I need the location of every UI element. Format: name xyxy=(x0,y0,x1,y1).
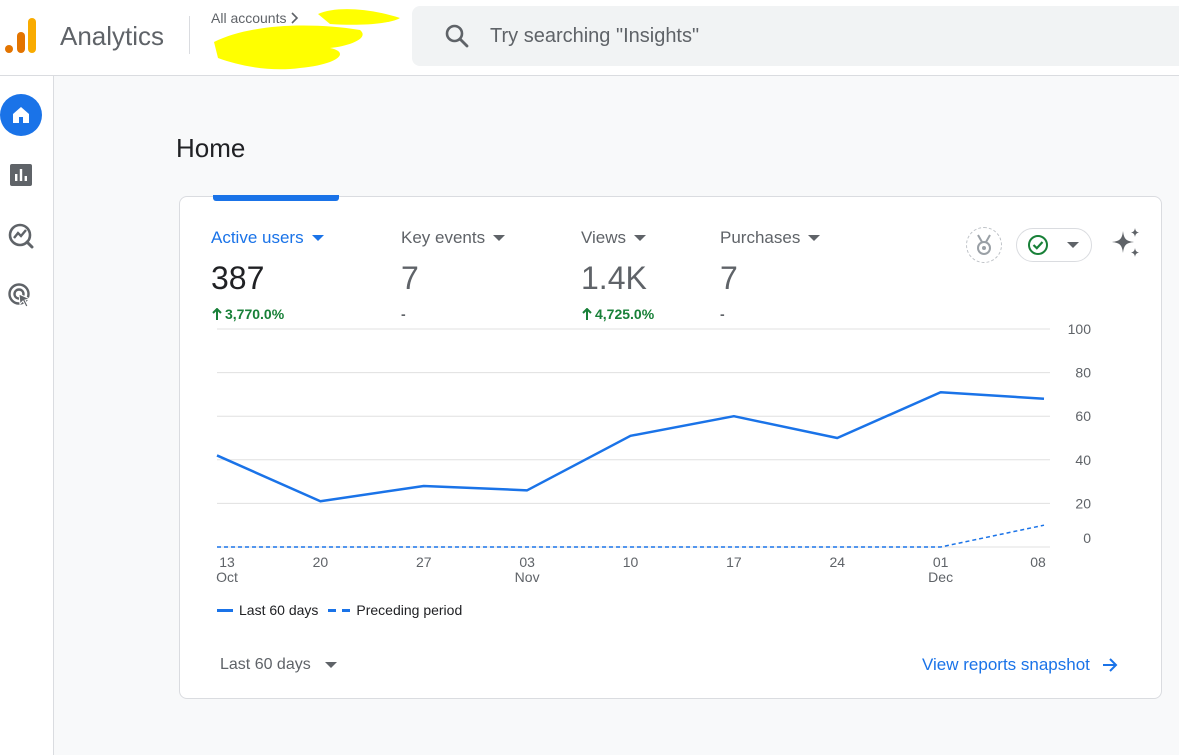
metric-label-dropdown[interactable]: Views xyxy=(581,227,654,249)
top-bar: Analytics All accounts xyxy=(0,0,1179,76)
metric-delta: - xyxy=(401,305,505,323)
x-tick-label: 20 xyxy=(313,554,329,570)
metric-value: 387 xyxy=(211,260,265,296)
metric-label: Key events xyxy=(401,228,486,247)
metric-active-users[interactable]: Active users 387 3,770.0% xyxy=(211,227,324,323)
date-range-dropdown[interactable]: Last 60 days xyxy=(220,656,337,674)
series-line-preceding-period xyxy=(217,524,1045,548)
metric-delta-text: 3,770.0% xyxy=(225,306,285,322)
reports-icon xyxy=(10,164,32,186)
metric-delta-text: - xyxy=(720,306,725,322)
sparkle-icon[interactable] xyxy=(1110,227,1142,259)
y-tick-label: 40 xyxy=(1075,452,1091,468)
metric-views[interactable]: Views 1.4K 4,725.0% xyxy=(581,227,654,323)
metric-label-dropdown[interactable]: Purchases xyxy=(720,227,821,249)
x-tick-label: 13 xyxy=(219,554,235,570)
legend-label: Last 60 days xyxy=(239,602,319,618)
data-quality-dropdown[interactable] xyxy=(1016,228,1092,262)
nav-home-highlight xyxy=(0,94,42,136)
metric-delta: - xyxy=(720,305,820,323)
metric-delta: 3,770.0% xyxy=(211,305,324,323)
x-tick-month-label: Oct xyxy=(216,569,238,585)
nav-home[interactable] xyxy=(0,94,42,136)
x-tick-label: 08 xyxy=(1030,554,1046,570)
side-nav xyxy=(0,76,54,755)
view-reports-label: View reports snapshot xyxy=(922,655,1090,674)
nav-explore[interactable] xyxy=(0,215,42,257)
caret-down-icon xyxy=(493,235,506,241)
chevron-right-icon xyxy=(291,12,299,24)
explore-icon xyxy=(8,223,34,249)
metric-value: 7 xyxy=(401,260,419,296)
metric-label-dropdown[interactable]: Active users xyxy=(211,227,324,249)
legend-item-previous: Preceding period xyxy=(328,602,462,618)
caret-down-icon xyxy=(311,235,324,241)
legend-dashed-swatch xyxy=(328,608,351,612)
metric-value: 7 xyxy=(720,260,738,296)
caret-down-icon xyxy=(1067,242,1079,248)
breadcrumb-root[interactable]: All accounts xyxy=(211,10,287,26)
x-tick-label: 17 xyxy=(726,554,742,570)
x-tick-month-label: Nov xyxy=(515,569,540,585)
date-range-label: Last 60 days xyxy=(220,656,311,673)
redaction-mark xyxy=(214,9,400,70)
legend-solid-swatch xyxy=(217,608,233,612)
caret-down-icon xyxy=(634,235,647,241)
nav-reports[interactable] xyxy=(0,154,42,196)
app-title: Analytics xyxy=(60,21,165,51)
arrow-up-icon xyxy=(582,307,592,320)
x-tick-label: 03 xyxy=(519,554,535,570)
advertising-icon xyxy=(8,283,32,308)
caret-down-icon xyxy=(808,235,821,241)
search-icon xyxy=(445,24,469,48)
metric-label: Purchases xyxy=(720,228,801,247)
metric-key-events[interactable]: Key events 7 - xyxy=(401,227,506,323)
analytics-logo-icon xyxy=(5,18,36,53)
y-tick-label: 20 xyxy=(1075,495,1091,511)
metric-label-dropdown[interactable]: Key events xyxy=(401,227,506,249)
x-tick-month-label: Dec xyxy=(928,569,953,585)
page-title: Home xyxy=(176,133,246,163)
x-tick-label: 27 xyxy=(416,554,432,570)
metric-delta-text: - xyxy=(401,306,406,322)
breadcrumb[interactable]: All accounts xyxy=(211,10,300,26)
search-bar[interactable] xyxy=(412,6,1179,66)
view-reports-snapshot-link[interactable]: View reports snapshot xyxy=(922,655,1118,675)
arrow-right-icon xyxy=(1102,658,1118,672)
y-tick-label: 0 xyxy=(1083,530,1091,546)
arrow-up-icon xyxy=(212,307,222,320)
insight-badge-button[interactable] xyxy=(966,227,1002,263)
y-tick-label: 80 xyxy=(1075,365,1091,381)
home-icon xyxy=(13,107,29,123)
metric-value: 1.4K xyxy=(581,260,647,296)
legend-label: Preceding period xyxy=(356,602,463,618)
y-tick-label: 60 xyxy=(1075,408,1091,424)
metric-label: Views xyxy=(581,228,627,247)
metric-delta: 4,725.0% xyxy=(581,305,654,323)
metric-delta-text: 4,725.0% xyxy=(595,306,655,322)
legend-item-current: Last 60 days xyxy=(217,602,318,618)
chart-legend: Last 60 days Preceding period xyxy=(217,602,472,618)
y-tick-label: 100 xyxy=(1068,322,1092,337)
overview-card: Active users 387 3,770.0% Key events 7 -… xyxy=(179,195,1162,699)
check-circle-icon xyxy=(1028,235,1048,255)
x-tick-label: 10 xyxy=(623,554,639,570)
header-divider xyxy=(189,16,190,54)
medal-icon xyxy=(977,234,991,255)
metric-purchases[interactable]: Purchases 7 - xyxy=(720,227,821,323)
nav-advertising[interactable] xyxy=(0,275,42,317)
search-input[interactable] xyxy=(490,20,1090,52)
x-tick-label: 01 xyxy=(933,554,949,570)
x-tick-label: 24 xyxy=(829,554,845,570)
series-line-last-60-days xyxy=(216,390,1045,503)
active-tab-indicator xyxy=(213,195,339,201)
metric-label: Active users xyxy=(211,228,304,247)
caret-down-icon xyxy=(324,662,337,668)
